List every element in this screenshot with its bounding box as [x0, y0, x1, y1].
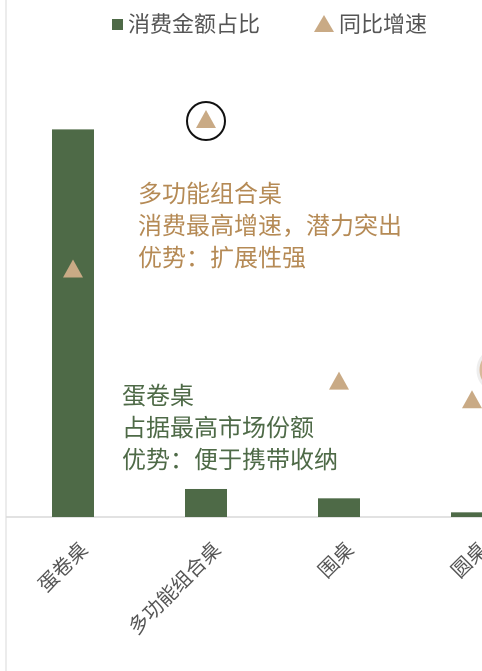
legend-swatch [314, 15, 334, 32]
annotation-line: 多功能组合桌 [138, 180, 282, 208]
x-tick-label: 多功能组合桌 [124, 537, 226, 639]
growth-marker [196, 110, 216, 129]
annotation-line: 优势：便于携带收纳 [122, 446, 338, 474]
bar [52, 129, 94, 517]
bar [185, 488, 227, 517]
legend-label: 消费金额占比 [128, 13, 260, 38]
x-tick-label: 圆桌 [446, 537, 482, 582]
decoration [476, 354, 482, 386]
x-tick-label: 蛋卷桌 [33, 537, 92, 596]
growth-marker [329, 371, 349, 390]
legend-label: 同比增速 [339, 13, 427, 38]
bar [318, 498, 360, 517]
annotation-line: 优势：扩展性强 [138, 244, 306, 272]
highlight-circle [186, 101, 226, 142]
growth-marker [462, 390, 482, 409]
annotation-line: 蛋卷桌 [122, 382, 194, 410]
annotation-line: 占据最高市场份额 [122, 414, 314, 442]
legend-swatch [112, 19, 123, 30]
x-tick-label: 围桌 [313, 537, 358, 582]
growth-marker [63, 259, 83, 278]
bar [451, 512, 482, 517]
annotation-line: 消费最高增速，潜力突出 [138, 212, 402, 240]
